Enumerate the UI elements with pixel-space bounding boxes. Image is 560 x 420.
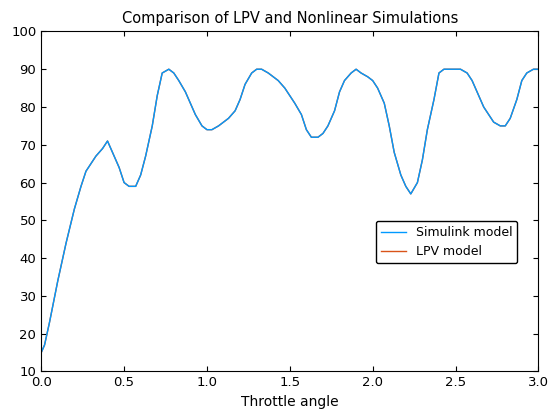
Legend: Simulink model, LPV model: Simulink model, LPV model [376,221,517,263]
Simulink model [469,78,475,83]
Line: LPV model: LPV model [41,69,538,352]
X-axis label: Throttle angle: Throttle angle [241,395,339,409]
Simulink model [109,150,116,155]
LPV model [109,150,116,155]
Simulink model [199,123,206,129]
Simulink model [457,67,464,72]
LPV model [391,150,398,155]
LPV model [165,67,172,72]
Simulink model [535,67,542,72]
LPV model [199,123,206,129]
Simulink model [165,67,172,72]
LPV model [38,350,45,355]
Simulink model [38,350,45,355]
Simulink model [391,150,398,155]
Line: Simulink model: Simulink model [41,69,538,352]
LPV model [457,67,464,72]
LPV model [469,78,475,83]
LPV model [519,78,525,83]
Title: Comparison of LPV and Nonlinear Simulations: Comparison of LPV and Nonlinear Simulati… [122,11,458,26]
Simulink model [519,78,525,83]
LPV model [535,67,542,72]
